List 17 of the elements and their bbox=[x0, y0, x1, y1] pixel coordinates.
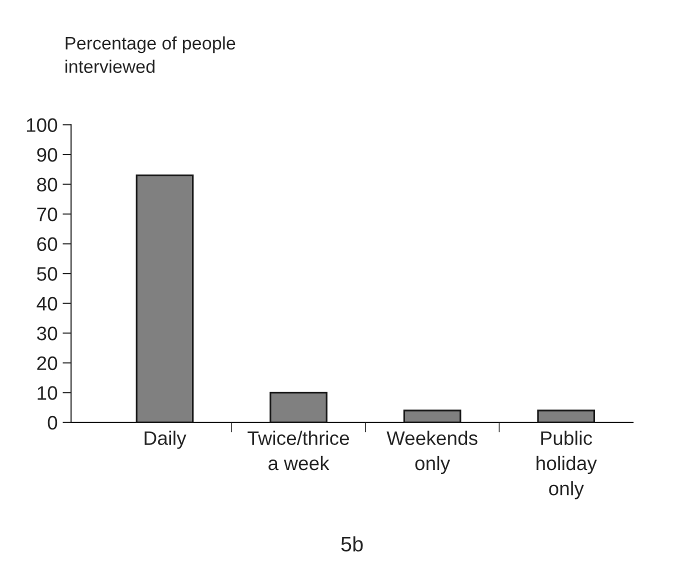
y-tick-label: 30 bbox=[37, 326, 58, 340]
y-tick-label: 70 bbox=[37, 208, 58, 222]
y-tick-label: 100 bbox=[26, 118, 58, 132]
y-tick-label: 60 bbox=[37, 237, 58, 252]
y-tick-label: 40 bbox=[36, 296, 58, 311]
y-tick-label: 90 bbox=[37, 148, 58, 162]
y-axis-title: Percentage of people interviewed bbox=[66, 36, 236, 73]
y-tick-label: 0 bbox=[48, 416, 58, 430]
x-tick-label: Weekends only bbox=[386, 430, 478, 474]
x-tick-label: Public holiday only bbox=[536, 430, 597, 500]
y-tick-label: 80 bbox=[37, 178, 58, 192]
y-tick-label: 10 bbox=[38, 386, 58, 400]
x-tick-label: Twice/thrice a week bbox=[248, 430, 349, 470]
x-tick-label: Daily bbox=[144, 430, 186, 449]
text: 5b bbox=[341, 536, 363, 552]
y-tick-label: 50 bbox=[37, 267, 58, 281]
y-tick-label: 20 bbox=[37, 356, 58, 370]
